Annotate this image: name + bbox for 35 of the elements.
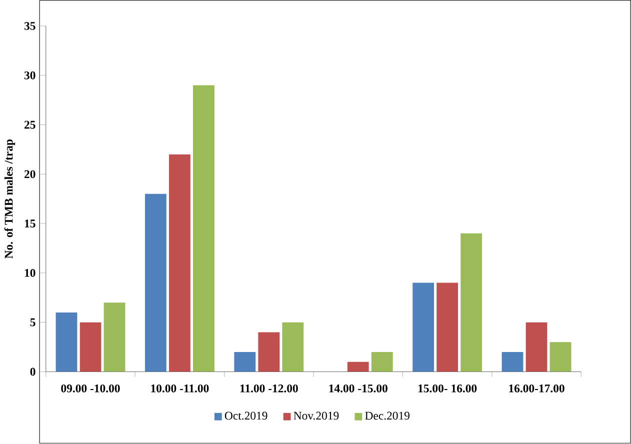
y-tick-label: 15 bbox=[24, 220, 36, 228]
bar bbox=[550, 342, 572, 372]
bar bbox=[436, 282, 458, 372]
x-tick-label: 11.00 -12.00 bbox=[240, 384, 298, 393]
bar bbox=[526, 322, 548, 372]
bar bbox=[371, 352, 393, 372]
legend-label: Oct.2019 bbox=[224, 412, 268, 420]
bar bbox=[460, 234, 482, 372]
bar bbox=[168, 154, 190, 372]
bar bbox=[234, 352, 256, 372]
bar bbox=[347, 362, 369, 372]
legend-label: Dec.2019 bbox=[365, 412, 410, 420]
bar bbox=[412, 282, 434, 372]
bar bbox=[502, 352, 524, 372]
y-tick-label: 30 bbox=[24, 72, 36, 80]
y-tick-label: 0 bbox=[30, 368, 36, 376]
bar bbox=[80, 322, 102, 372]
x-tick-label: 16.00-17.00 bbox=[509, 384, 564, 393]
bar bbox=[144, 194, 166, 372]
x-tick-label: 09.00 -10.00 bbox=[61, 384, 120, 393]
x-tick-label: 15.00- 16.00 bbox=[418, 384, 477, 393]
bar bbox=[282, 322, 304, 372]
y-tick-label: 20 bbox=[24, 170, 36, 178]
x-tick-label: 14.00 -15.00 bbox=[329, 384, 388, 393]
bar bbox=[104, 302, 126, 372]
bar bbox=[258, 332, 280, 372]
bar bbox=[56, 312, 78, 372]
y-tick-label: 25 bbox=[24, 120, 36, 129]
legend-label: Nov.2019 bbox=[294, 412, 339, 420]
bar bbox=[193, 85, 214, 372]
x-tick-label: 10.00 -11.00 bbox=[151, 384, 209, 393]
y-axis-title: No. of TMB males /trap bbox=[4, 140, 16, 259]
y-tick-label: 5 bbox=[30, 318, 36, 326]
y-tick-label: 35 bbox=[24, 22, 36, 30]
y-tick-label: 10 bbox=[24, 269, 36, 278]
